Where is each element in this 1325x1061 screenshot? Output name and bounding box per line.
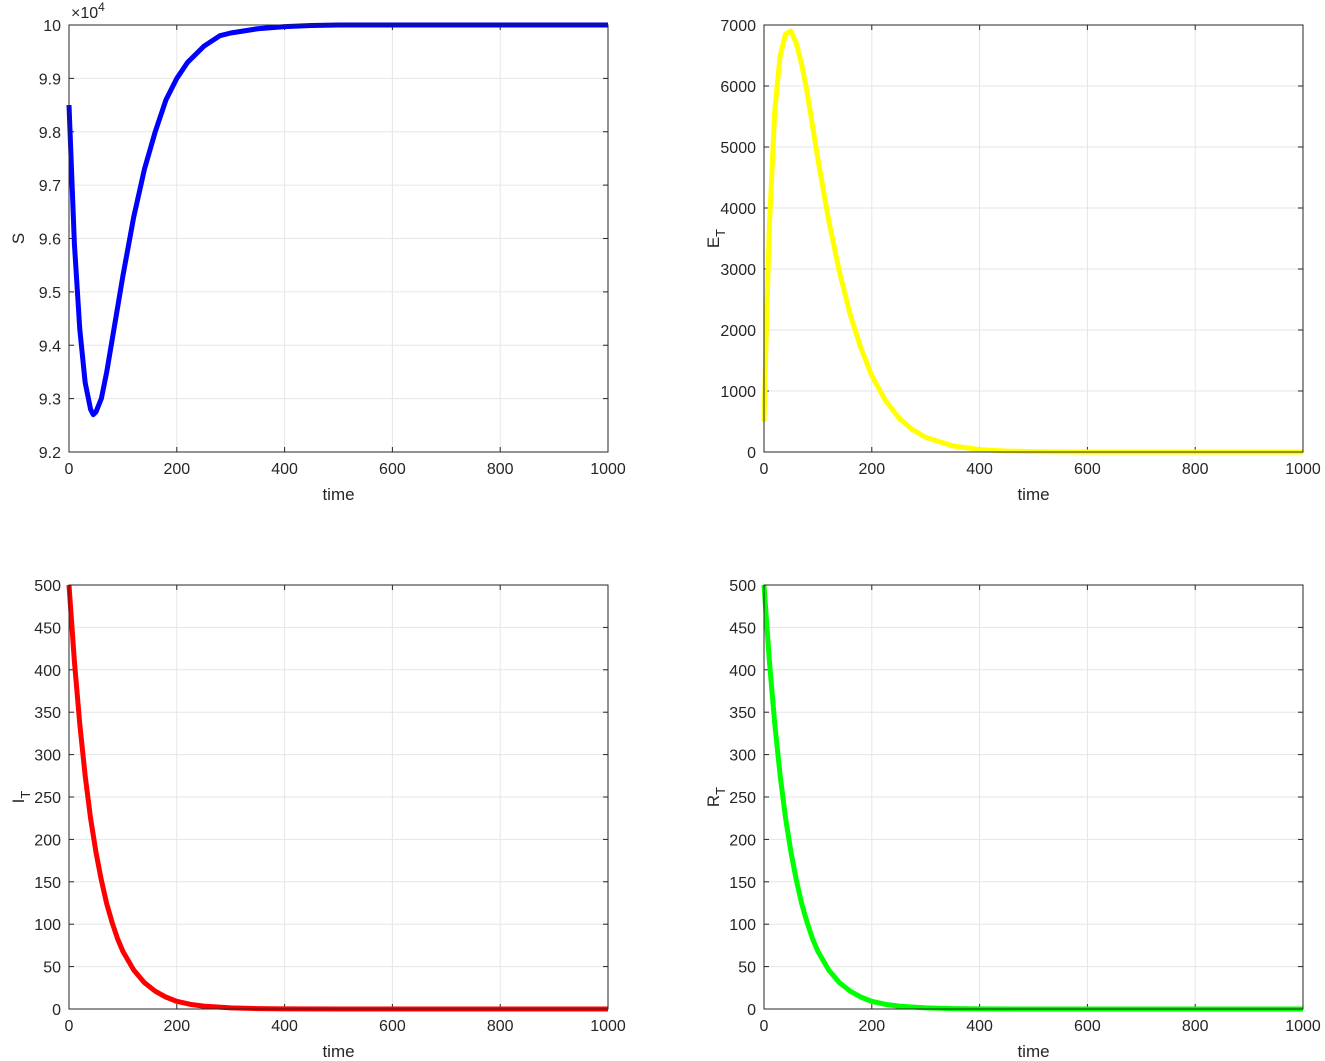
y-axis-label: ET: [704, 229, 728, 248]
y-tick-label: 400: [34, 663, 61, 680]
x-tick-label: 0: [65, 1018, 74, 1035]
x-tick-label: 600: [1074, 1018, 1101, 1035]
y-tick-label: 5000: [720, 140, 756, 157]
axes-box: [68, 24, 609, 453]
x-tick-label: 0: [65, 461, 74, 478]
y-tick-label: 9.4: [39, 338, 61, 355]
x-tick-label: 200: [858, 461, 885, 478]
y-tick-label: 0: [52, 1002, 61, 1019]
y-tick-label: 3000: [720, 262, 756, 279]
y-tick-label: 10: [43, 18, 61, 35]
y-tick-label: 200: [34, 832, 61, 849]
y-tick-label: 450: [729, 620, 756, 637]
x-tick-label: 1000: [1285, 461, 1321, 478]
plot-area: [764, 25, 1303, 452]
x-tick-label: 800: [487, 461, 514, 478]
y-tick-label: 350: [34, 705, 61, 722]
y-tick-label: 1000: [720, 384, 756, 401]
x-axis-label: time: [1017, 1042, 1049, 1061]
x-axis-label: time: [1017, 485, 1049, 504]
axes-box: [763, 24, 1304, 453]
subplot-2: 0 200 400 600 800 1000 0 1000 2000 3000 4000 5000 60…: [704, 18, 1321, 504]
x-tick-label: 800: [487, 1018, 514, 1035]
x-tick-label: 1000: [590, 461, 626, 478]
y-tick-label: 9.3: [39, 392, 61, 409]
y-axis-label: IT: [9, 791, 33, 804]
x-tick-label: 800: [1182, 1018, 1209, 1035]
x-axis-label: time: [322, 485, 354, 504]
y-tick-label: 100: [34, 917, 61, 934]
y-axis-label: S: [9, 233, 28, 244]
y-tick-label: 9.7: [39, 178, 61, 195]
y-tick-label: 9.6: [39, 232, 61, 249]
x-tick-label: 200: [163, 461, 190, 478]
x-tick-label: 600: [1074, 461, 1101, 478]
y-tick-label: 250: [34, 790, 61, 807]
y-tick-label: 0: [747, 445, 756, 462]
x-tick-label: 400: [966, 461, 993, 478]
y-tick-label: 150: [729, 875, 756, 892]
y-tick-label: 350: [729, 705, 756, 722]
subplot-1: 0 200 400 600 800 1000 9.2 9.3 9.4 9.5 9.6 9.7 9.8 9.…: [9, 0, 626, 504]
y-tick-label: 500: [729, 578, 756, 595]
y-axis-label: RT: [704, 787, 728, 807]
y-tick-label: 200: [729, 832, 756, 849]
y-exponent-label: ×104: [71, 0, 105, 22]
y-tick-label: 50: [738, 960, 756, 977]
y-tick-label: 7000: [720, 18, 756, 35]
y-tick-label: 450: [34, 620, 61, 637]
y-tick-label: 9.2: [39, 445, 61, 462]
x-tick-label: 600: [379, 461, 406, 478]
y-tick-label: 50: [43, 960, 61, 977]
x-tick-label: 400: [966, 1018, 993, 1035]
x-tick-label: 400: [271, 461, 298, 478]
y-tick-label: 2000: [720, 323, 756, 340]
y-tick-label: 500: [34, 578, 61, 595]
y-tick-label: 4000: [720, 201, 756, 218]
y-tick-label: 0: [747, 1002, 756, 1019]
x-tick-label: 600: [379, 1018, 406, 1035]
x-tick-label: 800: [1182, 461, 1209, 478]
y-tick-label: 9.5: [39, 285, 61, 302]
y-tick-label: 100: [729, 917, 756, 934]
y-tick-label: 300: [34, 748, 61, 765]
y-tick-label: 150: [34, 875, 61, 892]
x-tick-label: 400: [271, 1018, 298, 1035]
subplot-4: 0 200 400 600 800 1000 0 50 100 150 200 250 300 350 40…: [704, 578, 1321, 1061]
y-tick-label: 300: [729, 748, 756, 765]
axes-box: [68, 584, 609, 1010]
y-tick-label: 9.8: [39, 125, 61, 142]
y-tick-label: 400: [729, 663, 756, 680]
y-tick-label: 250: [729, 790, 756, 807]
x-tick-label: 1000: [590, 1018, 626, 1035]
y-tick-label: 9.9: [39, 71, 61, 88]
x-tick-label: 0: [760, 1018, 769, 1035]
y-tick-label: 6000: [720, 79, 756, 96]
x-tick-label: 200: [858, 1018, 885, 1035]
x-tick-label: 1000: [1285, 1018, 1321, 1035]
x-tick-label: 0: [760, 461, 769, 478]
x-axis-label: time: [322, 1042, 354, 1061]
x-tick-label: 200: [163, 1018, 190, 1035]
subplot-3: 0 200 400 600 800 1000 0 50 100 150 200 250 300 350 40…: [9, 578, 626, 1061]
axes-box: [763, 584, 1304, 1010]
